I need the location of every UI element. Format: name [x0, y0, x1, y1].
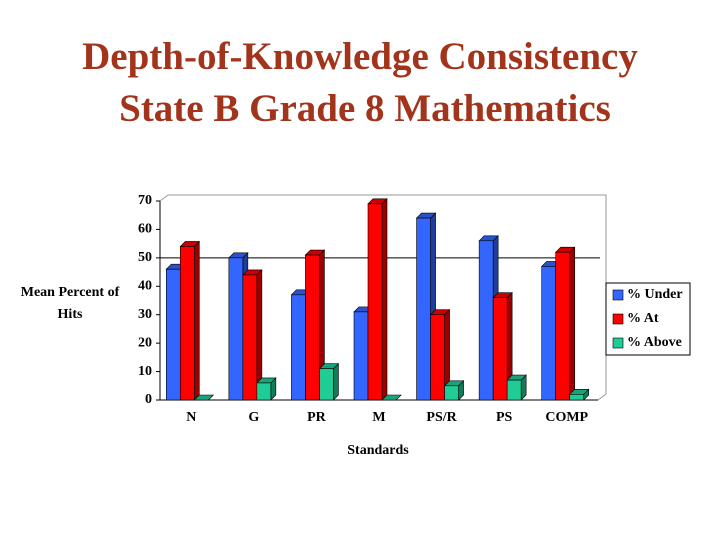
bar [506, 379, 522, 401]
bar [569, 394, 585, 401]
y-tick-label: 30 [138, 307, 152, 322]
legend-label: % Under [627, 287, 683, 302]
bar-top [193, 394, 215, 401]
bar [430, 314, 445, 401]
x-tick-label: PS/R [426, 410, 457, 425]
legend-label: % At [627, 311, 659, 326]
legend-swatch [612, 337, 624, 349]
x-tick-label: PR [307, 410, 327, 425]
y-tick-label: 40 [138, 279, 152, 294]
x-tick-label: M [372, 410, 385, 425]
x-tick-label: G [248, 410, 259, 425]
y-tick-label: 70 [138, 193, 152, 208]
legend-swatch [612, 289, 624, 301]
chart-title: Depth-of-Knowledge Consistency [82, 35, 638, 78]
bar-side [193, 240, 200, 401]
bar [179, 246, 195, 401]
chart-subtitle: State B Grade 8 Mathematics [119, 87, 611, 130]
bar [555, 251, 571, 401]
y-tick-label: 60 [138, 222, 152, 237]
bar [319, 368, 334, 401]
bar [492, 297, 508, 401]
bar [367, 203, 383, 401]
x-tick-label: PS [496, 410, 513, 425]
bar [242, 274, 258, 401]
y-tick-label: 20 [138, 335, 152, 350]
bar [416, 217, 431, 401]
bar [541, 266, 557, 401]
bar [444, 385, 459, 401]
legend-label: % Above [627, 335, 682, 350]
y-tick-label: 50 [138, 250, 152, 265]
bar [291, 294, 306, 401]
legend-swatch [612, 313, 624, 325]
x-tick-label: N [186, 410, 196, 425]
y-tick-label: 0 [145, 392, 152, 407]
x-tick-label: COMP [545, 410, 588, 425]
y-axis-label: Mean Percent of Hits [20, 285, 120, 322]
bar [228, 257, 244, 401]
x-axis-label: Standards [347, 443, 409, 458]
bar [305, 254, 320, 401]
y-tick-label: 10 [138, 364, 152, 379]
bar [478, 240, 494, 401]
bar-side [333, 363, 339, 401]
bar [353, 311, 369, 401]
bar-side [569, 246, 576, 401]
bar-top [381, 394, 402, 401]
bar [165, 268, 181, 401]
bar [256, 382, 272, 401]
bar-side [381, 198, 388, 401]
